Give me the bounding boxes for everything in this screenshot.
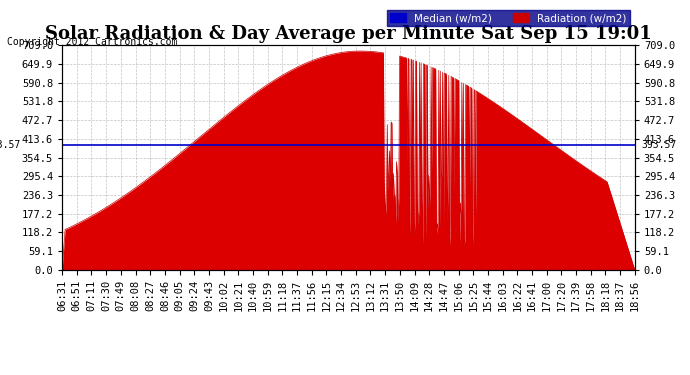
Legend: Median (w/m2), Radiation (w/m2): Median (w/m2), Radiation (w/m2) [387,10,629,26]
Text: 393.57: 393.57 [0,140,21,150]
Text: Copyright 2012 Cartronics.com: Copyright 2012 Cartronics.com [7,37,177,47]
Text: 393.57: 393.57 [642,140,677,150]
Title: Solar Radiation & Day Average per Minute Sat Sep 15 19:01: Solar Radiation & Day Average per Minute… [45,26,652,44]
